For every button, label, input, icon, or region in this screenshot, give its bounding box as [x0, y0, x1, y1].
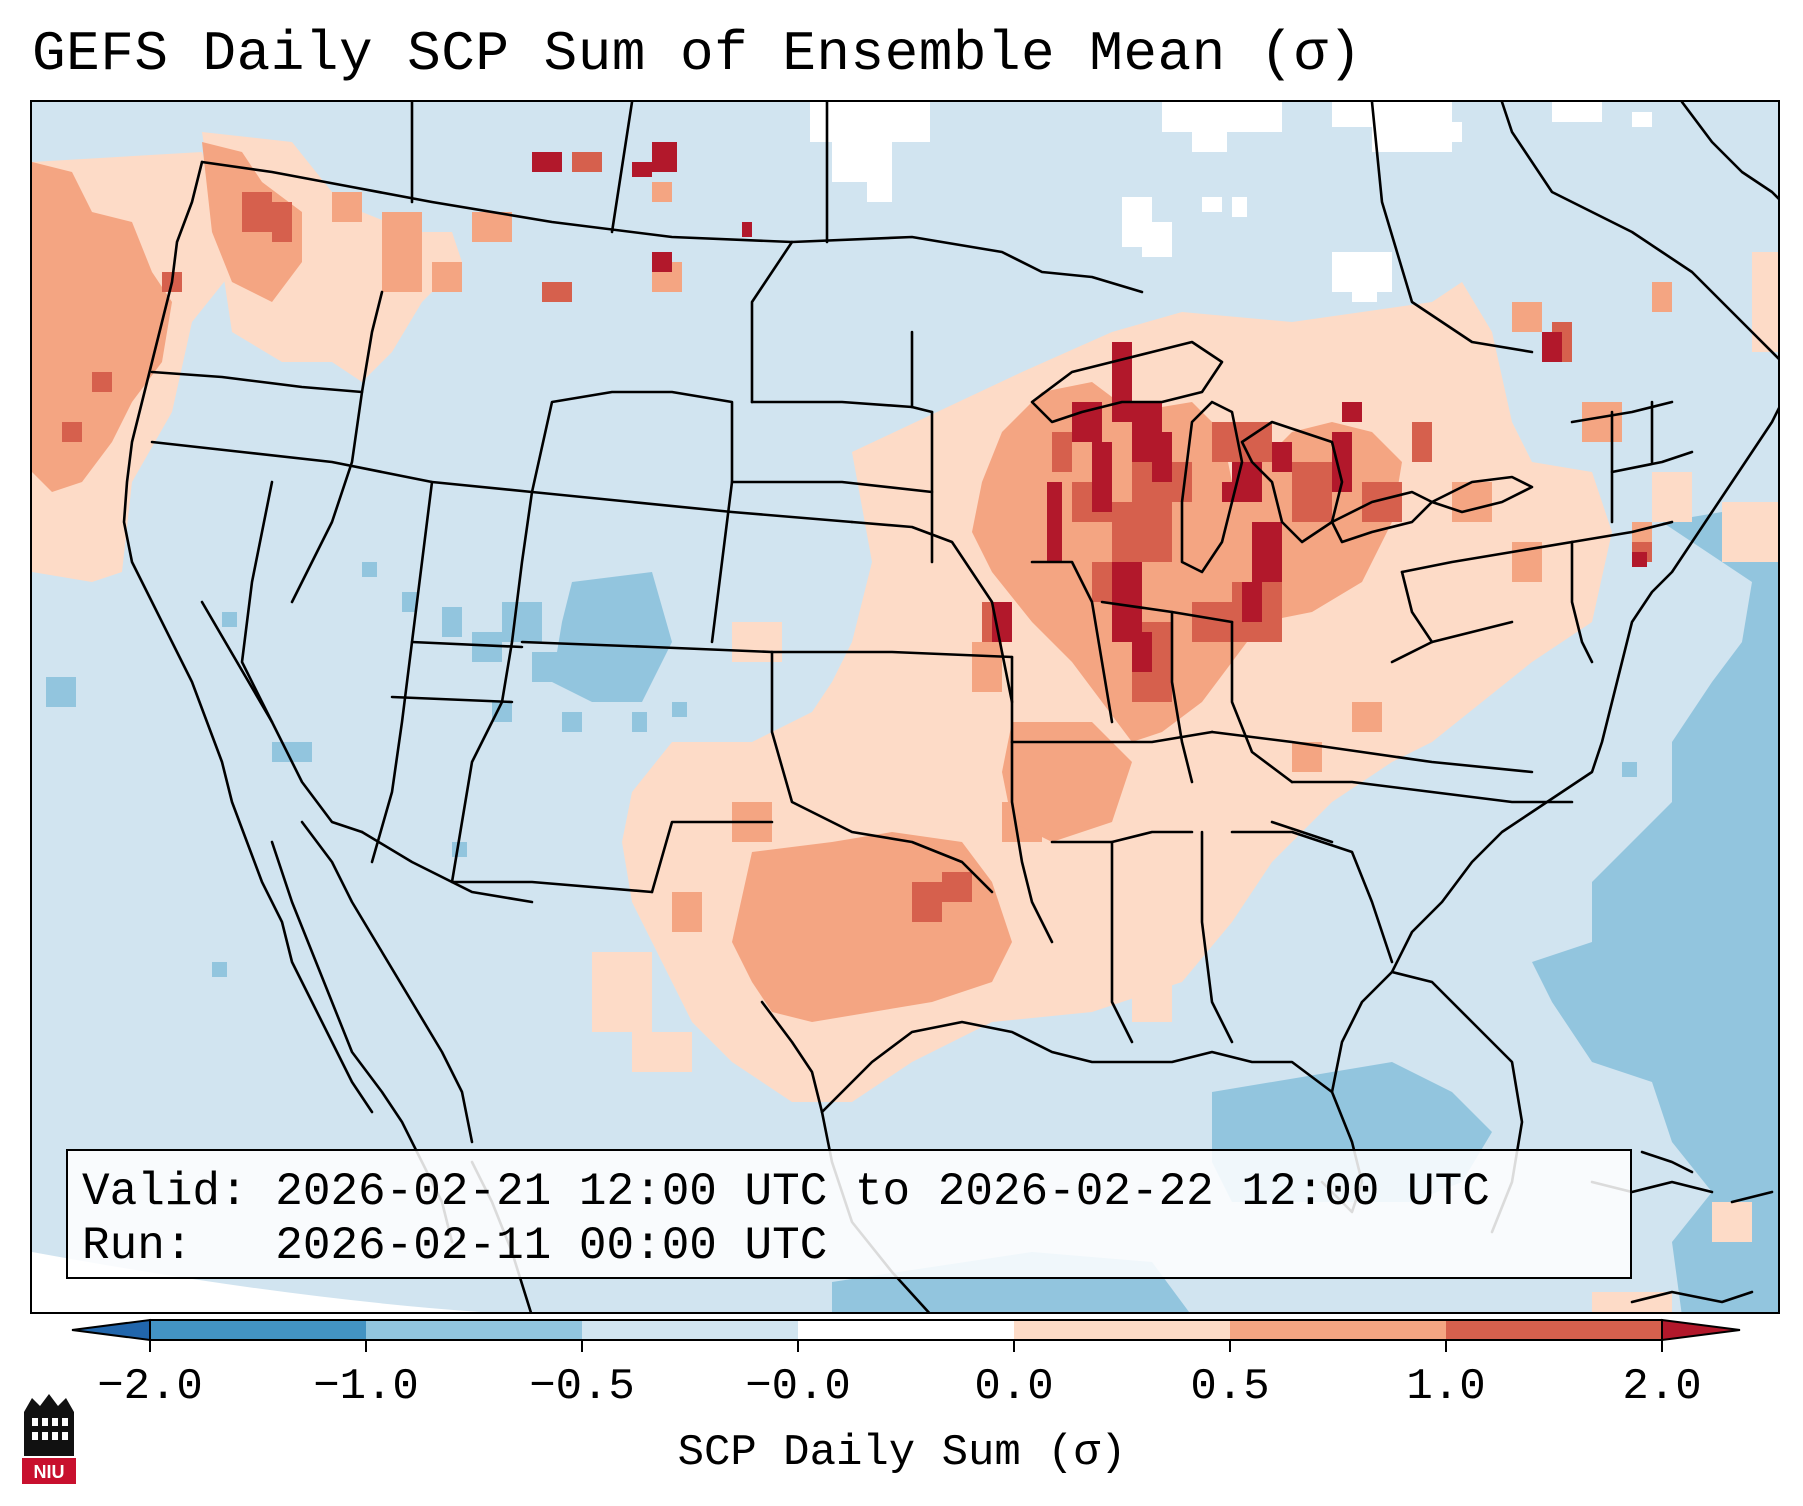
colorbar-bin-5 [1014, 1320, 1230, 1340]
map-canvas [32, 102, 1778, 1312]
tick-label: −0.5 [529, 1362, 635, 1412]
colorbar-extend-low [71, 1318, 151, 1342]
run-time-text: Run: 2026-02-11 00:00 UTC [82, 1220, 828, 1272]
tick-label: 2.0 [1622, 1362, 1702, 1412]
tick-label: 0.5 [1190, 1362, 1270, 1412]
valid-time-text: Valid: 2026-02-21 12:00 UTC to 2026-02-2… [82, 1166, 1490, 1218]
canada-white-patches [810, 102, 1652, 337]
tick-label: −1.0 [313, 1362, 419, 1412]
colorbar-bin-3 [582, 1320, 798, 1340]
colorbar-bin-1 [150, 1320, 366, 1340]
colorbar-bin-2 [366, 1320, 582, 1340]
colorbar-bin-4 [798, 1320, 1014, 1340]
validity-info-box: Valid: 2026-02-21 12:00 UTC to 2026-02-2… [66, 1149, 1632, 1279]
map-panel [30, 100, 1780, 1314]
boundaries [122, 102, 1778, 1312]
tick-label: 1.0 [1406, 1362, 1486, 1412]
colorbar-ticks [149, 1340, 1663, 1352]
colorbar [71, 1318, 1741, 1352]
colorbar-label: SCP Daily Sum (σ) [677, 1428, 1127, 1478]
colorbar-extend-high [1661, 1318, 1741, 1342]
colorbar-bin-7 [1446, 1320, 1662, 1340]
tick-label: −2.0 [97, 1362, 203, 1412]
chart-title: GEFS Daily SCP Sum of Ensemble Mean (σ) [32, 22, 1363, 86]
colorbar-bin-6 [1230, 1320, 1446, 1340]
logo-text: NIU [34, 1462, 65, 1482]
no-data-corner [32, 1252, 481, 1312]
tick-label: −0.0 [745, 1362, 851, 1412]
niu-logo-icon: NIU [22, 1394, 76, 1484]
tick-label: 0.0 [974, 1362, 1054, 1412]
